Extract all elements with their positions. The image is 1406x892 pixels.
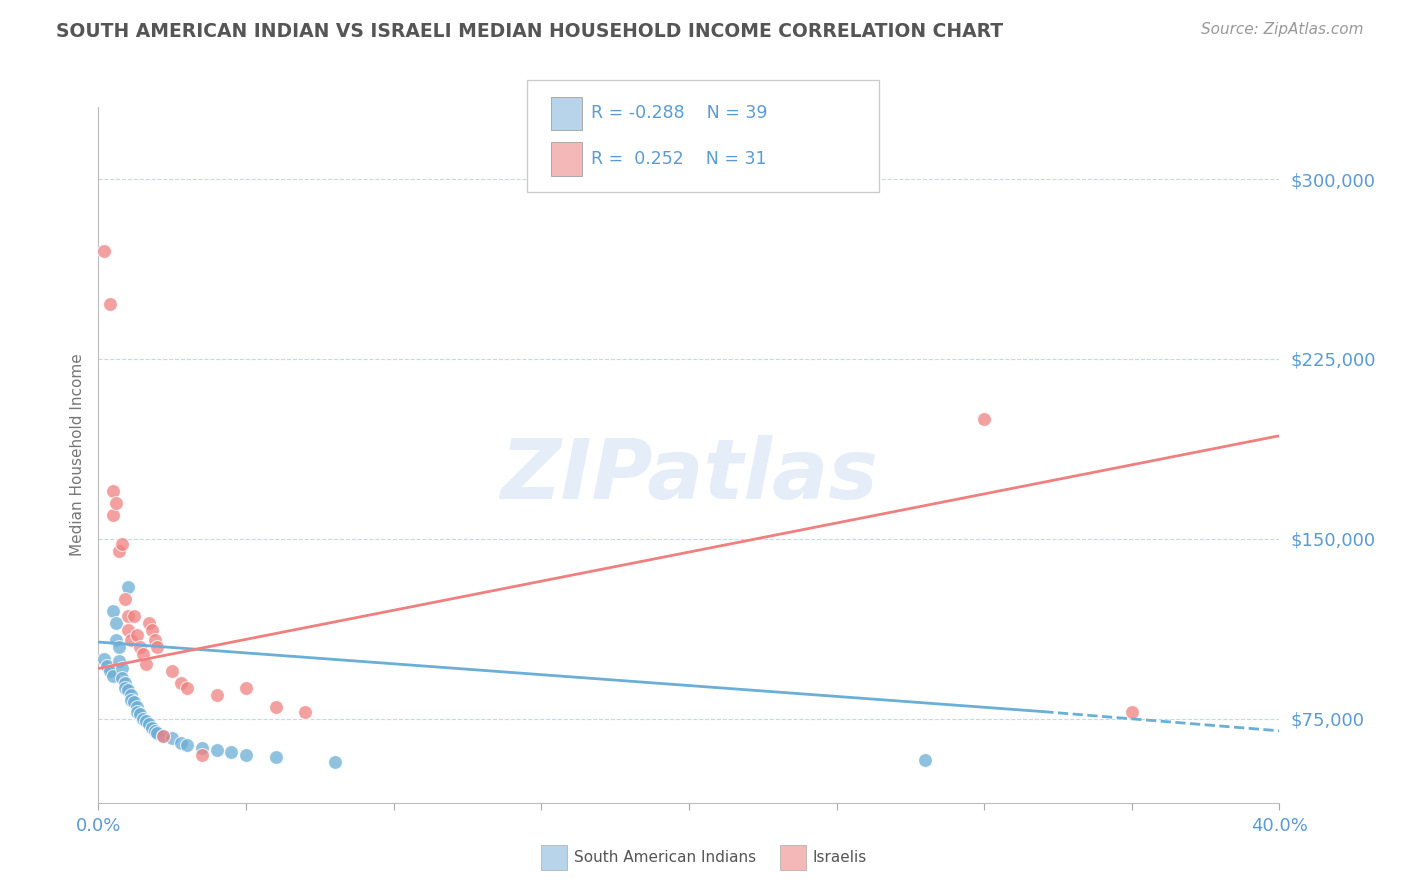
Point xyxy=(114,591,136,606)
Text: R =  0.252    N = 31: R = 0.252 N = 31 xyxy=(591,150,766,168)
Text: SOUTH AMERICAN INDIAN VS ISRAELI MEDIAN HOUSEHOLD INCOME CORRELATION CHART: SOUTH AMERICAN INDIAN VS ISRAELI MEDIAN … xyxy=(56,22,1004,41)
Point xyxy=(111,671,134,685)
Point xyxy=(205,688,228,702)
Point xyxy=(294,705,316,719)
Point xyxy=(143,723,166,738)
Point xyxy=(117,623,139,637)
Point xyxy=(125,699,148,714)
Point xyxy=(111,661,134,675)
Point xyxy=(135,657,157,671)
Point xyxy=(105,632,128,647)
Point xyxy=(235,681,257,695)
Point xyxy=(143,632,166,647)
Point xyxy=(93,652,115,666)
Point xyxy=(98,664,121,678)
Point xyxy=(108,640,131,654)
Point xyxy=(125,628,148,642)
Point xyxy=(114,676,136,690)
Point xyxy=(103,483,125,498)
Point xyxy=(111,537,134,551)
Point xyxy=(191,747,214,762)
Point xyxy=(235,747,257,762)
Point xyxy=(914,753,936,767)
Point xyxy=(146,640,169,654)
Point xyxy=(973,412,995,426)
Point xyxy=(117,608,139,623)
Point xyxy=(170,676,193,690)
Point xyxy=(103,604,125,618)
Point xyxy=(176,738,198,752)
Point xyxy=(132,647,155,661)
Point xyxy=(98,297,121,311)
Point xyxy=(120,692,142,706)
Point xyxy=(219,746,242,760)
Point xyxy=(146,726,169,740)
Y-axis label: Median Household Income: Median Household Income xyxy=(69,353,84,557)
Point xyxy=(117,683,139,698)
Point xyxy=(264,699,287,714)
Point xyxy=(96,659,118,673)
Point xyxy=(205,743,228,757)
Point xyxy=(135,714,157,729)
Point xyxy=(128,640,150,654)
Point xyxy=(191,740,214,755)
Point xyxy=(117,580,139,594)
Point xyxy=(114,681,136,695)
Point xyxy=(120,688,142,702)
Text: Source: ZipAtlas.com: Source: ZipAtlas.com xyxy=(1201,22,1364,37)
Point xyxy=(1121,705,1143,719)
Point xyxy=(264,750,287,764)
Point xyxy=(122,608,145,623)
Point xyxy=(162,731,183,745)
Point xyxy=(108,544,131,558)
Point xyxy=(141,722,163,736)
Point xyxy=(176,681,198,695)
Point xyxy=(132,712,155,726)
Point xyxy=(323,755,346,769)
Point xyxy=(152,729,174,743)
Point xyxy=(103,508,125,522)
Text: South American Indians: South American Indians xyxy=(574,850,756,864)
Point xyxy=(162,664,183,678)
Point xyxy=(152,729,174,743)
Point xyxy=(141,623,163,637)
Text: Israelis: Israelis xyxy=(813,850,868,864)
Point xyxy=(138,716,160,731)
Point xyxy=(128,706,150,721)
Text: ZIPatlas: ZIPatlas xyxy=(501,435,877,516)
Point xyxy=(122,695,145,709)
Point xyxy=(120,632,142,647)
Point xyxy=(108,654,131,668)
Text: R = -0.288    N = 39: R = -0.288 N = 39 xyxy=(591,104,768,122)
Point xyxy=(103,668,125,682)
Point xyxy=(105,496,128,510)
Point xyxy=(138,615,160,630)
Point xyxy=(125,705,148,719)
Point xyxy=(105,615,128,630)
Point xyxy=(170,736,193,750)
Point xyxy=(93,244,115,258)
